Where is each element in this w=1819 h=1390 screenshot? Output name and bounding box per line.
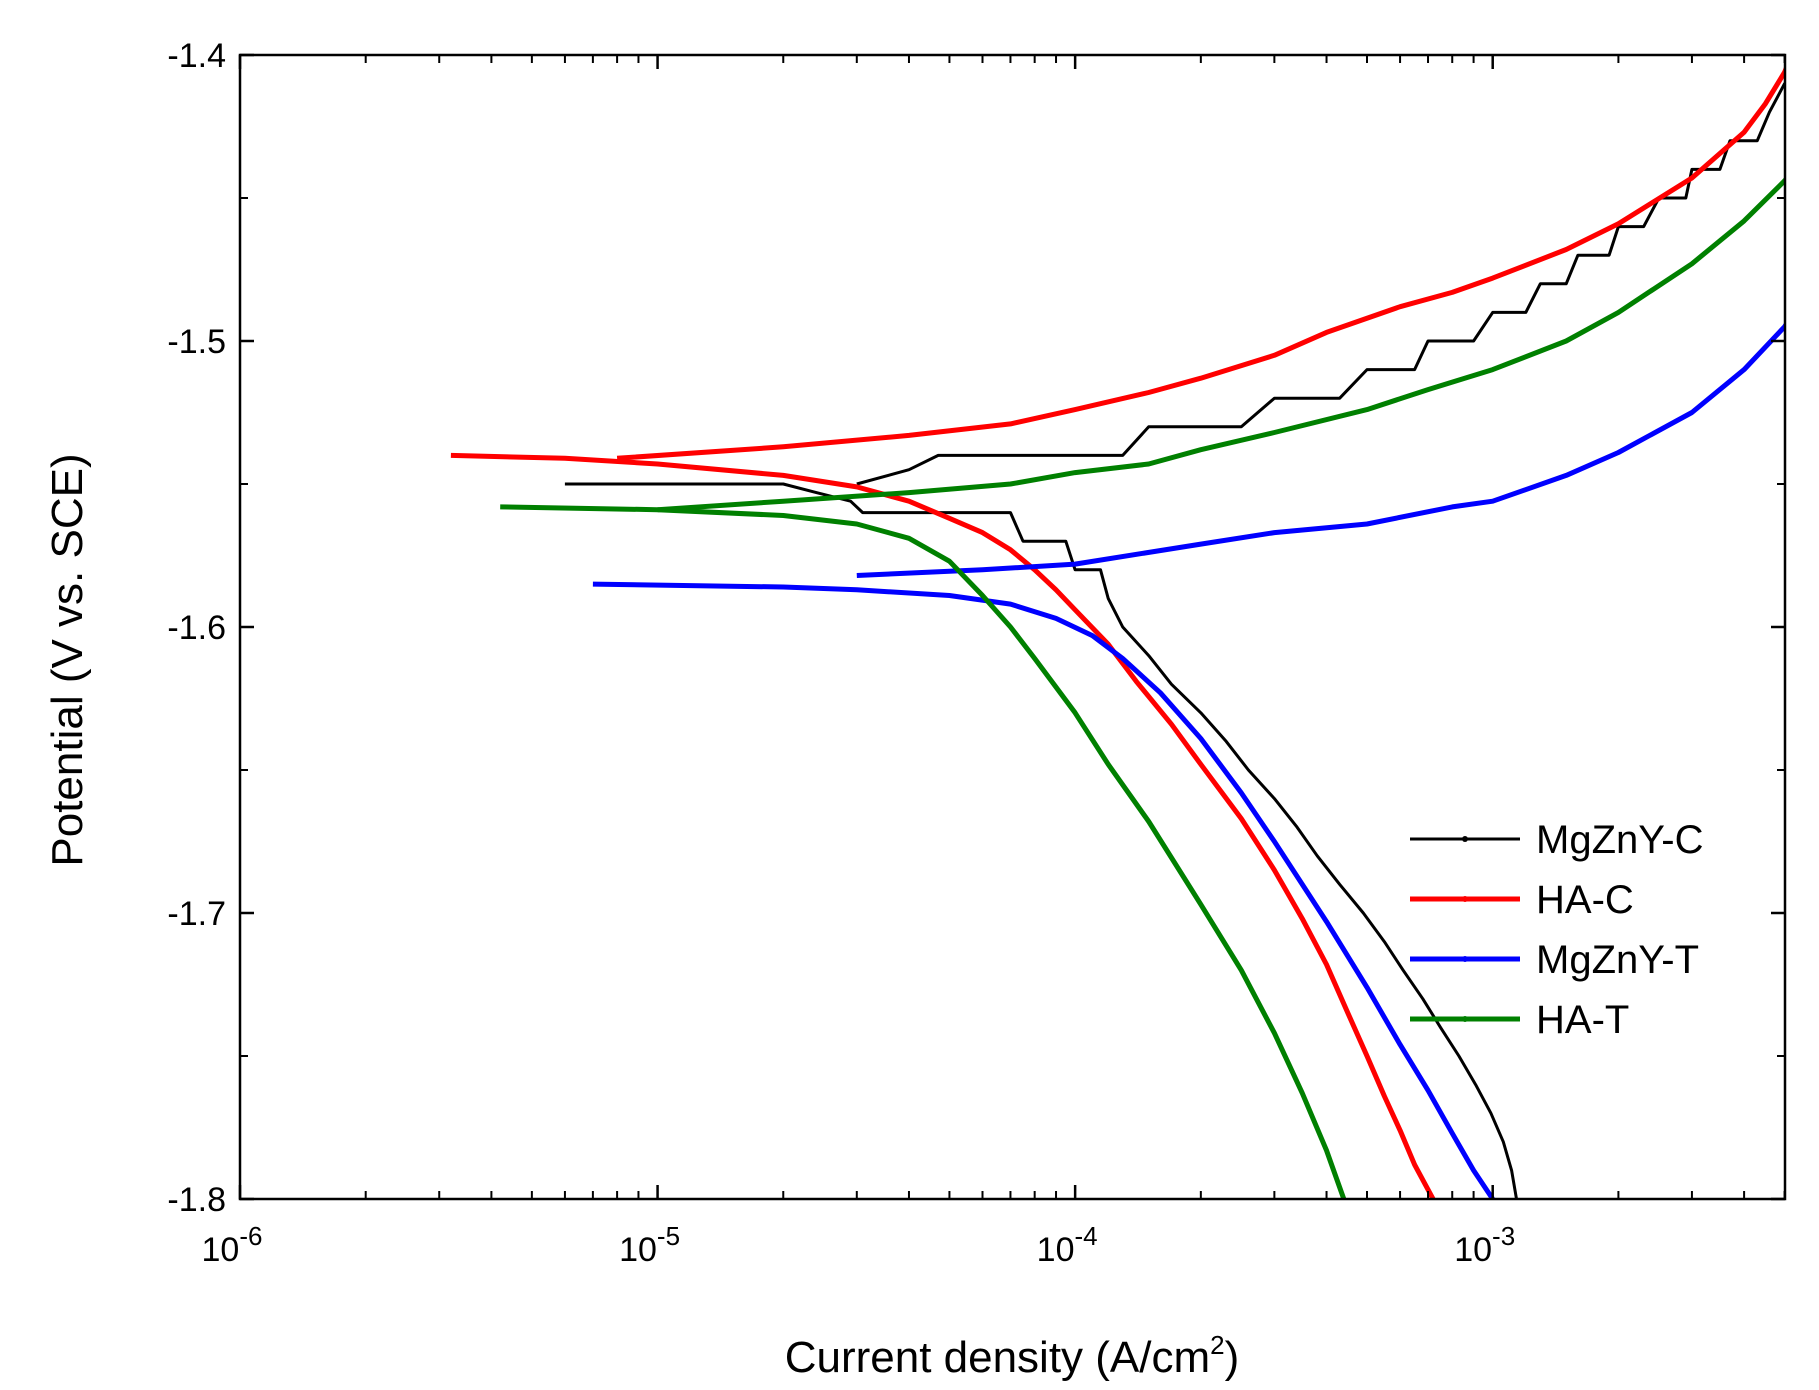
legend-label: HA-C (1536, 878, 1634, 922)
legend-label: HA-T (1536, 998, 1629, 1042)
series-line-mgzny-t-cathodic (592, 581, 1495, 1199)
series-line-mgzny-t-anodic (856, 321, 1785, 578)
x-axis-title: Current density (A/cm2) (785, 1330, 1240, 1382)
legend-label: MgZnY-T (1536, 938, 1699, 982)
y-tick-label: -1.4 (167, 37, 226, 75)
ticks-layer (238, 53, 1786, 1201)
legend-marker (1462, 836, 1468, 842)
series-line-mgzny-c-anodic (856, 82, 1785, 486)
y-axis-title: Potential (V vs. SCE) (43, 453, 92, 866)
legend-marker (1462, 896, 1468, 902)
x-tick-label: 10-3 (1454, 1221, 1515, 1269)
legend-marker (1462, 1016, 1468, 1022)
y-tick-label: -1.8 (167, 1181, 226, 1219)
series-layer (450, 64, 1785, 1199)
legend: MgZnY-C HA-C MgZnY-T HA-T (1410, 818, 1703, 1042)
legend-label: MgZnY-C (1536, 818, 1703, 862)
series-line-ha-c-cathodic (450, 452, 1436, 1199)
y-tick-label: -1.5 (167, 323, 226, 361)
x-tick-label: 10-5 (619, 1221, 680, 1269)
series-line-mgzny-c-cathodic (564, 482, 1518, 1199)
y-tick-label: -1.7 (167, 895, 226, 933)
series-line-ha-t-cathodic (500, 504, 1347, 1199)
x-tick-label: 10-4 (1037, 1221, 1098, 1269)
legend-marker (1462, 956, 1468, 962)
labels-layer: -1.4-1.5-1.6-1.7-1.810-610-510-410-310-2 (167, 37, 1515, 1269)
y-tick-label: -1.6 (167, 609, 226, 647)
series-line-ha-c-anodic (616, 64, 1785, 461)
x-tick-label: 10-6 (202, 1221, 263, 1269)
